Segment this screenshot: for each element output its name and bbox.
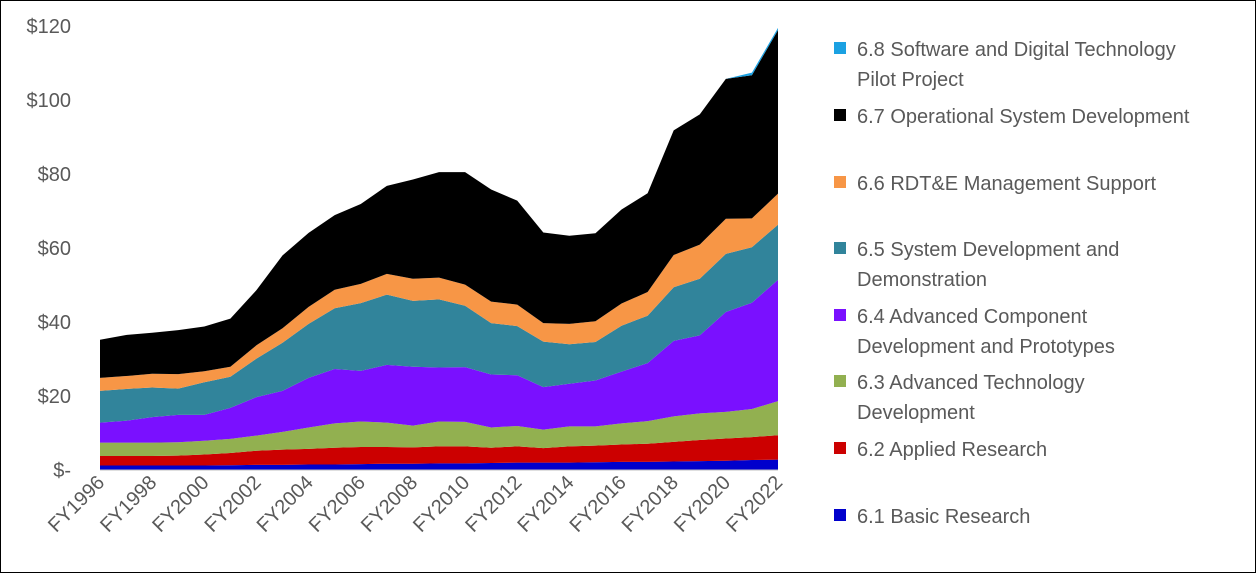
x-tick-label: FY1998 (96, 472, 161, 537)
area-series-6 (100, 193, 778, 391)
legend-label: 6.7 Operational System Development (857, 106, 1190, 128)
legend-swatch (834, 509, 846, 521)
x-tick-label: FY2014 (513, 472, 578, 537)
area-series-4 (100, 279, 778, 443)
legend-swatch (834, 109, 846, 121)
y-tick-label: $- (53, 460, 71, 482)
y-tick-label: $100 (27, 90, 72, 112)
legend-label: Development (857, 402, 975, 424)
area-series-1 (100, 459, 778, 470)
legend-swatch (834, 176, 846, 188)
area-series-7 (100, 30, 778, 378)
legend-label: 6.2 Applied Research (857, 439, 1047, 461)
legend-label: 6.4 Advanced Component (857, 306, 1088, 328)
legend-label: 6.5 System Development and (857, 239, 1119, 261)
legend-label: Demonstration (857, 269, 987, 291)
x-tick-label: FY2004 (253, 472, 318, 537)
x-tick-label: FY2006 (305, 472, 370, 537)
legend-swatch (834, 42, 846, 54)
y-tick-label: $80 (38, 164, 71, 186)
y-tick-label: $20 (38, 386, 71, 408)
legend-swatch (834, 309, 846, 321)
x-tick-label: FY2010 (409, 472, 474, 537)
y-tick-label: $60 (38, 238, 71, 260)
legend-swatch (834, 442, 846, 454)
legend-label: Development and Prototypes (857, 336, 1115, 358)
legend-label: 6.6 RDT&E Management Support (857, 173, 1156, 195)
legend-label: 6.3 Advanced Technology (857, 372, 1085, 394)
x-tick-label: FY2008 (357, 472, 422, 537)
area-series-3 (100, 401, 778, 456)
x-tick-label: FY2022 (722, 472, 787, 537)
y-tick-label: $40 (38, 312, 71, 334)
x-tick-label: FY2018 (618, 472, 683, 537)
x-tick-label: FY2016 (566, 472, 631, 537)
x-tick-label: FY2020 (670, 472, 735, 537)
x-tick-label: FY2002 (201, 472, 266, 537)
area-series-5 (100, 224, 778, 423)
x-tick-label: FY2000 (148, 472, 213, 537)
y-tick-label: $120 (27, 16, 72, 38)
legend-label: 6.1 Basic Research (857, 506, 1030, 528)
x-tick-label: FY2012 (461, 472, 526, 537)
legend-label: 6.8 Software and Digital Technology (857, 39, 1176, 61)
legend-swatch (834, 242, 846, 254)
legend-label: Pilot Project (857, 69, 964, 91)
area-series-2 (100, 435, 778, 466)
legend-swatch (834, 375, 846, 387)
